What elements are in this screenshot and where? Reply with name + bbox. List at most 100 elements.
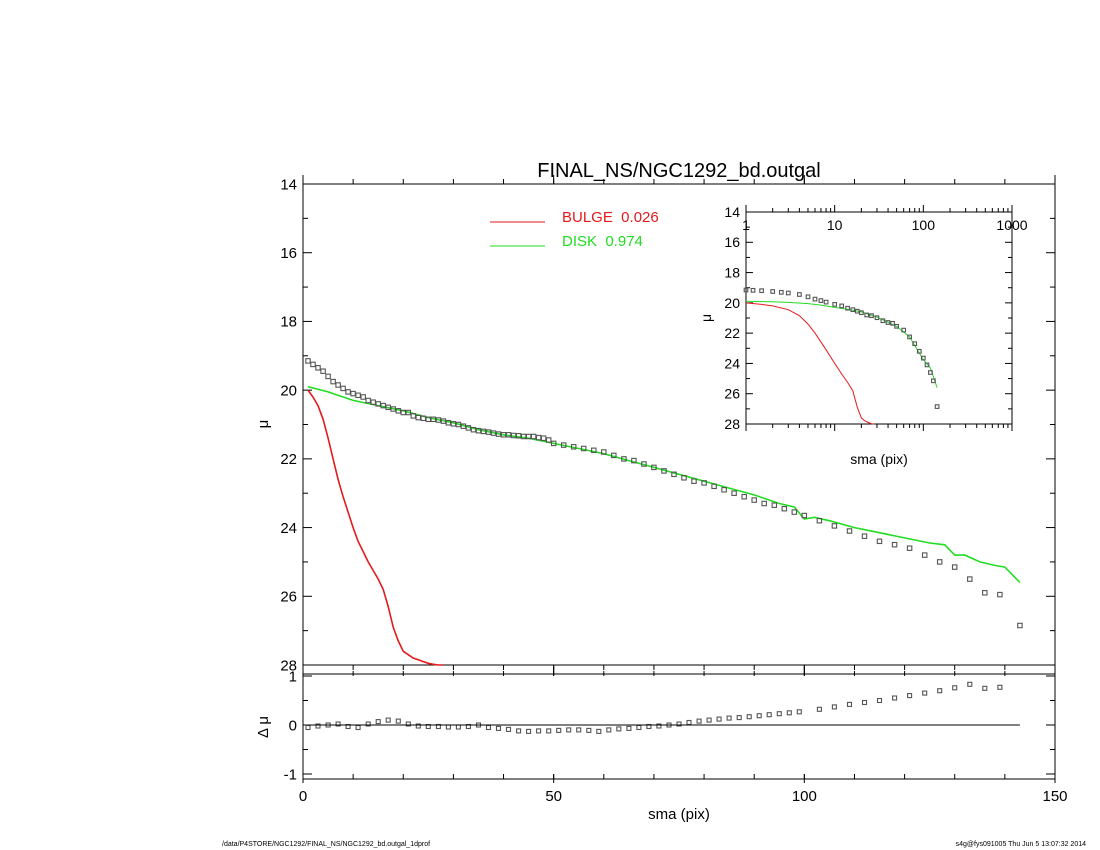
data-point [546, 728, 552, 734]
data-point [846, 701, 853, 707]
data-point [535, 434, 542, 441]
data-point [726, 715, 732, 721]
data-point [839, 303, 845, 309]
residual-plot-frame [302, 673, 1056, 780]
inset-series [743, 287, 940, 425]
data-point [831, 704, 837, 710]
data-point [967, 681, 973, 687]
residual-series [305, 681, 1020, 734]
y-tick-label: 14 [724, 204, 740, 220]
data-point [861, 699, 868, 706]
data-point [907, 693, 913, 699]
data-point [701, 480, 707, 486]
data-point [435, 417, 442, 423]
data-point [415, 414, 422, 421]
data-point [636, 724, 642, 731]
data-point [781, 505, 788, 512]
y-tick-label: 22 [280, 451, 297, 468]
data-point [894, 323, 899, 329]
data-point [425, 416, 432, 423]
data-point [716, 716, 722, 722]
data-point [864, 312, 870, 318]
data-point [982, 685, 988, 691]
data-point [616, 726, 622, 732]
data-point [641, 461, 647, 467]
main-axes: 14 16 18 20 22 24 26 28 [280, 175, 1056, 674]
data-point [912, 341, 918, 347]
data-point [937, 688, 943, 694]
data-point [952, 685, 958, 691]
y-tick-label: 24 [280, 520, 297, 537]
data-point [556, 727, 562, 733]
data-point [310, 361, 316, 368]
y-tick-label: 16 [280, 245, 297, 262]
data-point [400, 409, 407, 416]
data-point [330, 378, 336, 385]
data-point [591, 447, 597, 454]
data-point [490, 430, 497, 436]
data-point [500, 432, 507, 438]
data-point [601, 449, 607, 455]
data-point [786, 710, 792, 716]
data-point [845, 305, 850, 311]
data-point [921, 552, 928, 558]
data-point [920, 355, 926, 361]
data-point [997, 684, 1003, 690]
data-point [756, 713, 762, 719]
data-point [345, 389, 351, 395]
data-point [671, 471, 677, 478]
data-point [410, 413, 417, 419]
data-point [696, 718, 702, 724]
data-point [656, 723, 662, 729]
data-point [721, 487, 727, 493]
bulge-profile-line [307, 389, 444, 666]
data-point [901, 327, 907, 333]
data-point [880, 318, 886, 324]
data-point [395, 718, 401, 724]
y-tick-label: 22 [724, 325, 740, 341]
data-point [746, 714, 752, 720]
data-point [1017, 622, 1023, 629]
data-point [686, 719, 692, 726]
y-tick-label: 26 [280, 589, 297, 606]
data-point [355, 392, 361, 399]
disk-profile-line [307, 385, 1021, 584]
data-point [576, 727, 582, 733]
data-point [661, 468, 667, 474]
data-point [455, 421, 462, 428]
data-point [465, 425, 472, 431]
data-point [320, 368, 326, 374]
data-point [365, 721, 371, 727]
data-point [395, 408, 402, 414]
x-tick-label: 1000 [996, 217, 1027, 233]
data-point [385, 717, 391, 723]
data-point [651, 464, 657, 471]
data-point [776, 711, 782, 717]
data-point [785, 290, 791, 296]
data-point [526, 728, 532, 734]
data-point [771, 502, 778, 508]
data-point [525, 433, 532, 440]
data-point [475, 427, 482, 434]
data-point [586, 727, 592, 733]
data-point [566, 727, 572, 733]
data-point [778, 289, 784, 295]
y-tick-label: 20 [724, 295, 740, 311]
data-point [540, 435, 547, 441]
data-point [832, 302, 838, 307]
inset-log-panel: μ sma (pix) 14 16 18 20 22 24 26 28 1 10 100 1000 [698, 204, 1028, 467]
data-point [936, 559, 943, 565]
data-point [631, 457, 637, 464]
data-point [816, 706, 822, 712]
footer-file-path: /data/P4STORE/NGC1292/FINAL_NS/NGC1292_b… [222, 841, 431, 848]
inset-x-axis-label: sma (pix) [850, 451, 908, 467]
x-tick-label: 50 [545, 788, 562, 805]
data-point [676, 721, 682, 727]
data-point [761, 500, 767, 507]
data-point [580, 445, 587, 452]
data-point [891, 541, 898, 548]
data-point [430, 416, 437, 423]
data-point [796, 709, 802, 715]
legend: BULGE 0.026 DISK 0.974 [490, 209, 659, 250]
